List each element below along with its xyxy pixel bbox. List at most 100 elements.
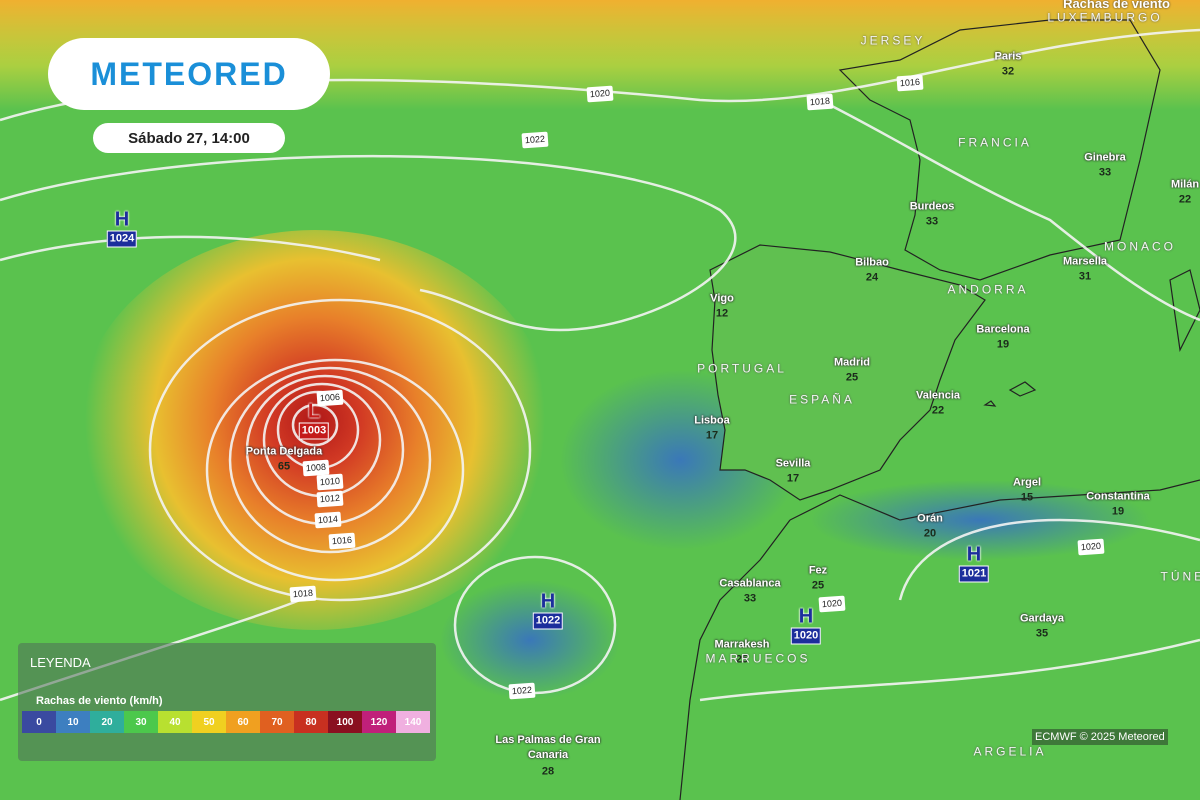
city-gust: 33 [1098,166,1112,179]
city-name: Ginebra [1084,151,1126,164]
isobar-label: 1012 [316,490,344,508]
city-name: Milán [1170,178,1200,191]
pressure-center-value: 1003 [298,422,330,440]
city-gust: 28 [541,765,555,778]
legend-swatch: 100 [328,711,362,733]
isobar-label: 1016 [328,532,356,550]
city-name: Madrid [833,356,871,369]
calm-area [440,580,620,700]
legend-swatch: 120 [362,711,396,733]
pressure-center-type: H [114,208,130,231]
isobar-label: 1018 [289,585,317,603]
city-gust: 20 [923,527,937,540]
city-name: Vigo [710,292,734,305]
city-name: Paris [994,50,1022,63]
city-gust: 35 [1035,627,1049,640]
pressure-center-type: H [798,605,814,628]
city-name: Bilbao [855,256,889,269]
logo[interactable]: METEORED [48,38,330,110]
pressure-center-type: H [540,590,556,613]
pressure-center-type: L [307,400,321,423]
city-gust: 31 [1078,270,1092,283]
city-gust: 33 [925,215,939,228]
pressure-center-value: 1020 [790,627,822,645]
isobar-label: 1018 [806,93,834,111]
region-label: LUXEMBURGO [1047,10,1163,25]
isobar-label: 1022 [521,131,549,149]
isobar-label: 1020 [1077,538,1105,556]
legend-swatch: 80 [294,711,328,733]
city-name: Lisboa [694,414,730,427]
city-gust: 12 [715,307,729,320]
city-gust: 33 [743,592,757,605]
legend-swatch: 0 [22,711,56,733]
iberia [709,244,986,501]
pressure-center-value: 1021 [958,565,990,583]
legend-scale: 0 10 20 30 40 50 60 70 80 100 120 140 [22,711,430,733]
city-gust: 65 [277,460,291,473]
city-gust: 19 [1111,505,1125,518]
city-name: Sevilla [775,457,811,470]
city-name: Ponta Delgada [245,445,323,458]
city-gust: 22 [1178,193,1192,206]
city-gust: 25 [811,579,825,592]
legend-subtitle: Rachas de viento (km/h) [36,695,163,707]
region-label: TÚNEZ [1160,569,1200,584]
region-label: ESPAÑA [789,392,855,407]
city-gust: 17 [786,472,800,485]
city-name: Valencia [915,389,961,402]
city-gust: 25 [735,653,749,666]
city-name: Orán [917,512,943,525]
city-name: Argel [1012,476,1042,489]
legend-swatch: 140 [396,711,430,733]
city-name: Casablanca [719,577,781,590]
isobar-label: 1016 [896,74,924,92]
city-name: Gardaya [1019,612,1065,625]
isobar-label: 1006 [316,389,344,407]
region-label: MONACO [1104,239,1176,254]
region-label: PORTUGAL [697,361,787,376]
north-africa [679,479,1200,800]
isobar-label: 1014 [314,511,342,529]
france [838,19,1161,281]
region-label: MARRUECOS [705,651,811,666]
isobar-label: 1022 [508,682,536,700]
isobar-label: 1010 [316,473,344,491]
layer-name[interactable]: Rachas de viento [1063,0,1170,11]
city-name: Las Palmas de Gran Canaria [495,734,601,761]
legend-swatch: 20 [90,711,124,733]
region-label: ARGELIA [973,744,1047,759]
forecast-time: Sábado 27, 14:00 [93,123,285,153]
city-name: Barcelona [976,323,1030,336]
city-gust: 15 [1020,491,1034,504]
isobar-label: 1020 [586,85,614,103]
calm-area [810,480,1150,560]
legend-swatch: 30 [124,711,158,733]
legend-swatch: 60 [226,711,260,733]
isobar-label: 1020 [818,595,846,613]
legend-title: LEYENDA [30,655,91,670]
city-name: Fez [808,564,828,577]
pressure-center-type: H [966,543,982,566]
city-gust: 17 [705,429,719,442]
city-name: Marrakesh [714,638,770,651]
islands [983,269,1200,407]
pressure-center-value: 1022 [532,612,564,630]
credit: ECMWF © 2025 Meteored [1032,729,1168,745]
region-label: FRANCIA [958,135,1032,150]
city-gust: 22 [931,404,945,417]
legend-swatch: 50 [192,711,226,733]
pressure-center-value: 1024 [106,230,138,248]
city-name: Constantina [1086,490,1150,503]
legend-swatch: 40 [158,711,192,733]
city-name: Marsella [1062,255,1108,268]
city-gust: 24 [865,271,879,284]
region-label: ANDORRA [947,282,1029,297]
city-gust: 25 [845,371,859,384]
city-gust: 19 [996,338,1010,351]
legend: LEYENDA Rachas de viento (km/h) 0 10 20 30 4… [18,643,436,761]
region-label: JERSEY [860,33,926,48]
legend-swatch: 70 [260,711,294,733]
city-name: Burdeos [909,200,955,213]
